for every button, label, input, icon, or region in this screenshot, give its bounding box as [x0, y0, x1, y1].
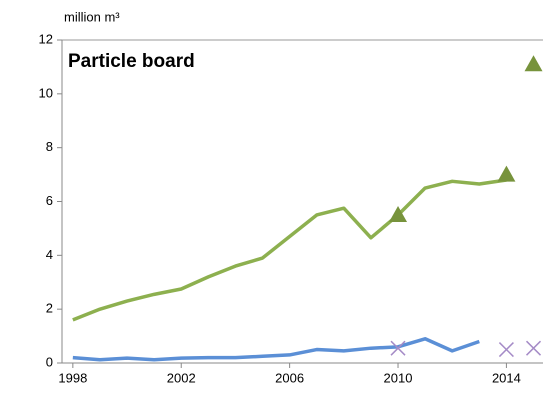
triangle-marker — [389, 205, 408, 222]
y-tick-label: 12 — [39, 31, 53, 46]
series-line — [72, 337, 480, 362]
chart-title: Particle board — [68, 51, 195, 72]
x-tick-label: 2006 — [275, 370, 304, 385]
x-tick-label: 2010 — [384, 370, 413, 385]
x-marker — [498, 342, 514, 358]
y-tick-label: 6 — [46, 193, 53, 208]
x-marker — [390, 340, 406, 356]
x-tick-label: 2002 — [167, 370, 196, 385]
y-tick-label: 2 — [46, 301, 53, 316]
y-tick-label: 8 — [46, 139, 53, 154]
y-tick-label: 0 — [46, 354, 53, 369]
triangle-marker — [524, 55, 543, 72]
x-marker — [525, 340, 542, 356]
x-tick-label: 2014 — [492, 370, 521, 385]
triangle-marker — [497, 165, 516, 182]
series-line — [72, 178, 507, 322]
x-tick-label: 1998 — [58, 370, 87, 385]
y-axis-unit: million m³ — [64, 9, 120, 24]
y-tick-label: 10 — [39, 85, 53, 100]
y-tick-label: 4 — [46, 247, 53, 262]
